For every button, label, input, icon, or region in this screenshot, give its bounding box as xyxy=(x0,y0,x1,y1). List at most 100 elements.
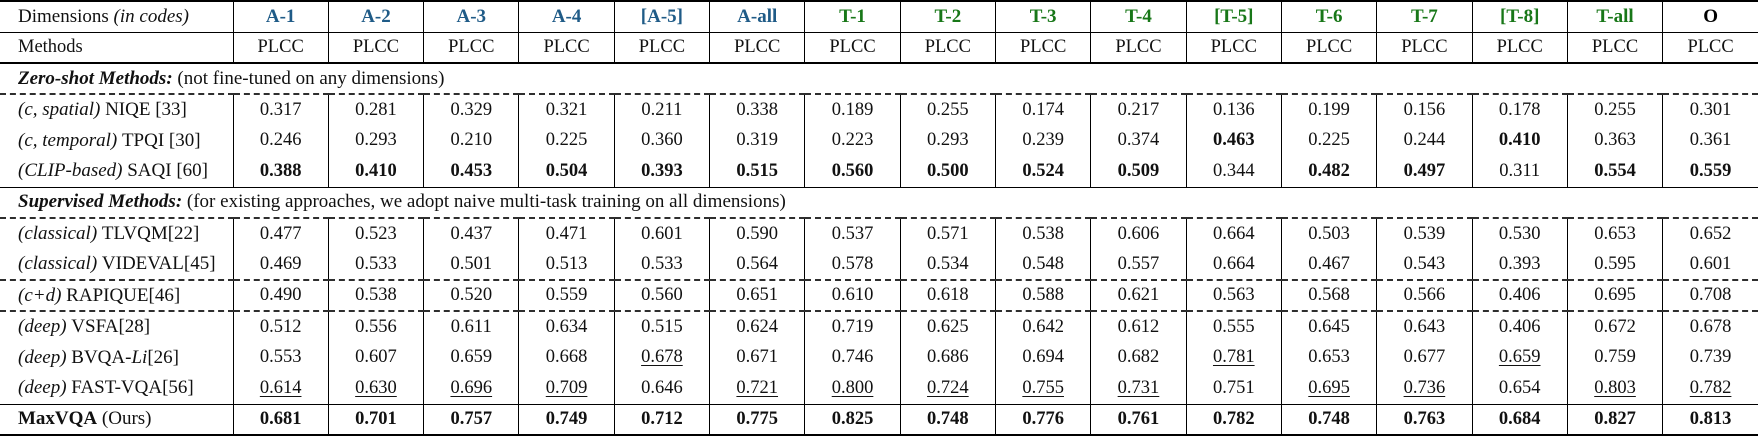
value-cell: 0.515 xyxy=(709,156,805,187)
metric-header-cell: PLCC xyxy=(613,32,710,64)
value-cell: 0.712 xyxy=(613,403,710,435)
column-header-T-1: T-1 xyxy=(804,1,901,33)
value-cell: 0.643 xyxy=(1376,310,1473,342)
method-data-row: (c, spatial) NIQE [33] 0.317 0.281 0.329 0.3… xyxy=(0,93,1758,125)
value-cell: 0.696 xyxy=(423,373,519,404)
value-cell: 0.782 xyxy=(1662,373,1758,404)
value-cell: 0.393 xyxy=(613,156,710,187)
column-header-T-7: T-7 xyxy=(1376,1,1473,33)
method-data-row: MaxVQA (Ours) 0.681 0.701 0.757 0.749 0.712 0.… xyxy=(0,403,1758,435)
metric-header-cell: PLCC xyxy=(1471,32,1568,64)
value-cell: 0.410 xyxy=(327,156,424,187)
value-cell: 0.564 xyxy=(709,249,805,280)
value-cell: 0.775 xyxy=(709,403,805,435)
method-data-row: (deep) VSFA[28] 0.512 0.556 0.611 0.634 0.515… xyxy=(0,310,1758,342)
value-cell: 0.482 xyxy=(1280,156,1377,187)
method-label-part: Li xyxy=(131,346,148,368)
value-cell: 0.136 xyxy=(1185,93,1282,125)
value-cell: 0.556 xyxy=(327,310,424,342)
column-header-T-3: T-3 xyxy=(994,1,1091,33)
value-cell: 0.512 xyxy=(232,310,329,342)
value-cell: 0.709 xyxy=(518,373,615,404)
value-cell: 0.524 xyxy=(994,156,1091,187)
value-cell: 0.360 xyxy=(613,125,710,156)
value-cell: 0.410 xyxy=(1471,125,1568,156)
value-cell: 0.211 xyxy=(613,93,710,125)
value-cell: 0.490 xyxy=(232,279,329,311)
value-cell: 0.317 xyxy=(232,93,329,125)
value-cell: 0.625 xyxy=(899,310,996,342)
value-cell: 0.374 xyxy=(1090,125,1187,156)
section-header-cell: Supervised Methods: (for existing approa… xyxy=(0,186,1758,218)
section-header-cell: Zero-shot Methods: (not fine-tuned on an… xyxy=(0,63,1758,94)
metric-header-cell: PLCC xyxy=(1662,32,1758,64)
value-cell: 0.559 xyxy=(518,279,615,311)
value-cell: 0.672 xyxy=(1566,310,1663,342)
value-cell: 0.537 xyxy=(804,217,901,249)
method-label-part: (classical) xyxy=(18,253,102,274)
section-title: Supervised Methods: xyxy=(18,191,183,213)
column-header-T-6: T-6 xyxy=(1280,1,1377,33)
value-cell: 0.504 xyxy=(518,156,615,187)
value-cell: 0.825 xyxy=(804,403,901,435)
value-cell: 0.515 xyxy=(613,310,710,342)
value-cell: 0.500 xyxy=(899,156,996,187)
value-cell: 0.555 xyxy=(1185,310,1282,342)
value-cell: 0.225 xyxy=(1280,125,1377,156)
value-cell: 0.611 xyxy=(423,310,519,342)
value-cell: 0.751 xyxy=(1185,373,1282,404)
metric-header-cell: PLCC xyxy=(518,32,615,64)
value-cell: 0.781 xyxy=(1185,342,1282,373)
value-cell: 0.614 xyxy=(232,373,329,404)
value-cell: 0.223 xyxy=(804,125,901,156)
method-label-part: VIDEVAL[45] xyxy=(101,253,216,274)
value-cell: 0.533 xyxy=(327,249,424,280)
method-label-part: [26] xyxy=(147,346,179,368)
column-header-T-all: T-all xyxy=(1566,1,1663,33)
value-cell: 0.664 xyxy=(1185,249,1282,280)
value-cell: 0.406 xyxy=(1471,310,1568,342)
method-name-cell: (classical) TLVQM[22] xyxy=(0,217,233,249)
column-header-A-1: A-1 xyxy=(232,1,329,33)
value-cell: 0.659 xyxy=(1471,342,1568,373)
value-cell: 0.654 xyxy=(1471,373,1568,404)
column-header-O: O xyxy=(1662,1,1758,33)
method-label-part: SAQI [60] xyxy=(127,160,208,182)
value-cell: 0.463 xyxy=(1185,125,1282,156)
value-cell: 0.695 xyxy=(1566,279,1663,311)
dimensions-header-row: Dimensions (in codes) A-1 A-2 A-3 A-4 [A-5] A… xyxy=(0,1,1758,33)
value-cell: 0.293 xyxy=(327,125,424,156)
value-cell: 0.477 xyxy=(232,217,329,249)
method-name-cell: (deep) BVQA-Li[26] xyxy=(0,342,233,373)
value-cell: 0.651 xyxy=(709,279,805,311)
method-label-part: MaxVQA xyxy=(18,408,98,430)
value-cell: 0.239 xyxy=(994,125,1091,156)
value-cell: 0.571 xyxy=(899,217,996,249)
value-cell: 0.388 xyxy=(232,156,329,187)
value-cell: 0.578 xyxy=(804,249,901,280)
table-header: Dimensions (in codes) A-1 A-2 A-3 A-4 [A-5] A… xyxy=(0,1,1758,64)
metric-header-cell: PLCC xyxy=(232,32,329,64)
value-cell: 0.759 xyxy=(1566,342,1663,373)
value-cell: 0.684 xyxy=(1471,403,1568,435)
value-cell: 0.724 xyxy=(899,373,996,404)
value-cell: 0.293 xyxy=(899,125,996,156)
value-cell: 0.653 xyxy=(1566,217,1663,249)
value-cell: 0.646 xyxy=(613,373,710,404)
column-header-T-5: [T-5] xyxy=(1185,1,1282,33)
value-cell: 0.471 xyxy=(518,217,615,249)
value-cell: 0.319 xyxy=(709,125,805,156)
value-cell: 0.681 xyxy=(232,403,329,435)
metric-header-cell: PLCC xyxy=(1185,32,1282,64)
value-cell: 0.548 xyxy=(994,249,1091,280)
value-cell: 0.329 xyxy=(423,93,519,125)
value-cell: 0.503 xyxy=(1280,217,1377,249)
value-cell: 0.189 xyxy=(804,93,901,125)
value-cell: 0.678 xyxy=(613,342,710,373)
value-cell: 0.630 xyxy=(327,373,424,404)
dimensions-header-cell: Dimensions (in codes) xyxy=(0,1,233,33)
value-cell: 0.800 xyxy=(804,373,901,404)
column-header-A-2: A-2 xyxy=(327,1,424,33)
metric-header-cell: PLCC xyxy=(327,32,424,64)
